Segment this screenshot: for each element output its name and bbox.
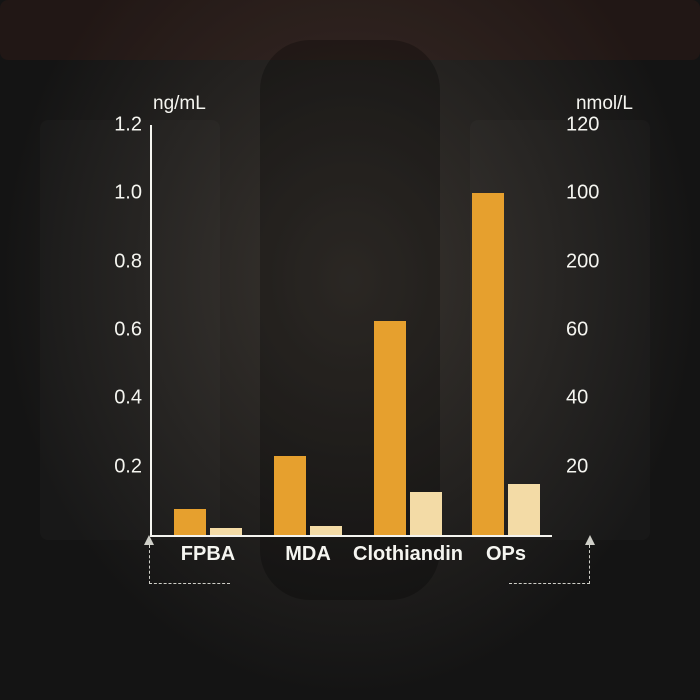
category-label: MDA [285,535,331,566]
arrow-up-icon [144,535,154,545]
right-axis-indicator [509,545,590,584]
left-axis-indicator [149,545,230,584]
plot-area: 0.2200.4400.6600.82001.01001.2120FPBAMDA… [150,125,552,537]
bar-primary [472,193,504,535]
bar-primary [274,456,306,535]
y-tick-left: 0.8 [114,250,152,273]
y-tick-left: 0.4 [114,387,152,410]
y-tick-left: 0.2 [114,455,152,478]
y-tick-right: 100 [552,182,599,205]
category-label: Clothiandin [353,535,463,566]
y-tick-right: 120 [552,114,599,137]
chart-stage: ng/mL nmol/L 0.2200.4400.6600.82001.0100… [0,0,700,700]
y-tick-right: 200 [552,250,599,273]
bar-chart: ng/mL nmol/L 0.2200.4400.6600.82001.0100… [105,85,595,585]
y-tick-left: 1.2 [114,114,152,137]
y-tick-right: 20 [552,455,588,478]
y-tick-right: 60 [552,319,588,342]
arrow-up-icon [585,535,595,545]
y-tick-left: 0.6 [114,319,152,342]
bar-secondary [508,484,540,535]
y-tick-right: 40 [552,387,588,410]
y-tick-left: 1.0 [114,182,152,205]
y-axis-right-title: nmol/L [576,93,633,115]
bar-secondary [210,528,242,535]
bar-primary [174,509,206,535]
bar-secondary [410,492,442,535]
bar-primary [374,321,406,535]
bar-secondary [310,526,342,535]
y-axis-left-title: ng/mL [153,93,206,115]
